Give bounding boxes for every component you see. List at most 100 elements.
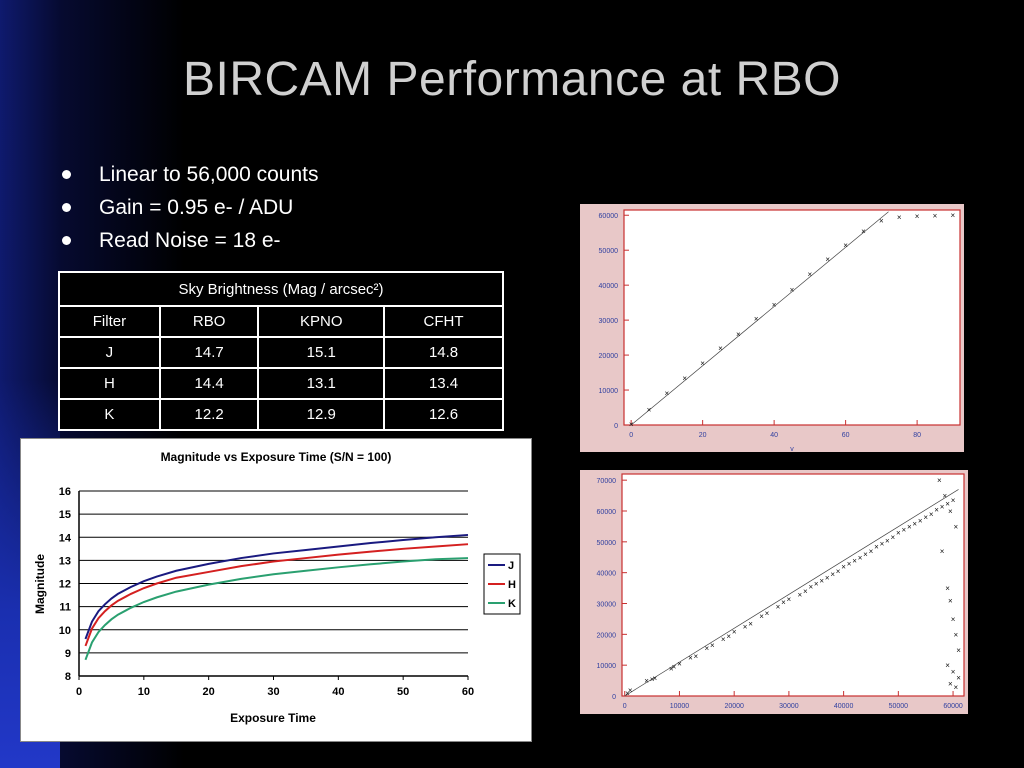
data-point: ×: [665, 389, 670, 398]
table-cell: 14.8: [383, 336, 504, 369]
x-tick-label: 60: [462, 686, 474, 698]
data-point: ×: [852, 556, 857, 565]
bullet-item: Linear to 56,000 counts: [62, 158, 319, 191]
data-point: ×: [704, 644, 709, 653]
table-row: H 14.4 13.1 13.4: [58, 367, 504, 400]
data-point: ×: [861, 227, 866, 236]
column-header: KPNO: [257, 305, 386, 338]
bullet-text: Gain = 0.95 e- / ADU: [99, 195, 294, 219]
bullet-text: Read Noise = 18 e-: [99, 228, 281, 252]
data-point: ×: [847, 559, 852, 568]
data-point: ×: [953, 522, 958, 531]
data-point: ×: [808, 583, 813, 592]
x-tick-label: 40: [770, 432, 778, 439]
data-point: ×: [945, 584, 950, 593]
data-point: ×: [951, 211, 956, 220]
series-line-K: [84, 557, 469, 661]
data-point: ×: [710, 641, 715, 650]
column-header: Filter: [58, 305, 161, 338]
data-point: ×: [940, 547, 945, 556]
series-line-H: [84, 543, 469, 647]
x-tick-label: 20: [699, 432, 707, 439]
data-point: ×: [948, 680, 953, 689]
data-point: ×: [650, 675, 655, 684]
table-cell: 15.1: [257, 336, 386, 369]
bullet-dot-icon: [62, 236, 71, 245]
bullet-item: Read Noise = 18 e-: [62, 224, 319, 257]
data-point: ×: [915, 212, 920, 221]
data-point: ×: [688, 653, 693, 662]
table-cell: 14.7: [158, 336, 260, 369]
data-point: ×: [748, 620, 753, 629]
sky-brightness-table: Sky Brightness (Mag / arcsec²) Filter RB…: [58, 271, 504, 431]
y-tick-label: 14: [59, 532, 72, 544]
y-tick-label: 9: [65, 648, 71, 660]
data-point: ×: [652, 674, 657, 683]
data-point: ×: [918, 516, 923, 525]
y-tick-label: 20000: [599, 353, 619, 360]
table-cell: K: [58, 398, 161, 431]
y-tick-label: 10000: [599, 388, 619, 395]
legend-label: H: [508, 579, 516, 591]
x-axis-mark: v: [790, 446, 794, 452]
data-point: ×: [825, 573, 830, 582]
data-point: ×: [901, 526, 906, 535]
data-point: ×: [830, 570, 835, 579]
data-point: ×: [948, 596, 953, 605]
y-tick-label: 15: [59, 509, 71, 521]
y-tick-label: 10000: [597, 663, 617, 670]
data-point: ×: [943, 492, 948, 501]
y-tick-label: 50000: [599, 248, 619, 255]
data-point: ×: [945, 661, 950, 670]
y-tick-label: 50000: [597, 540, 617, 547]
table-header-row: Filter RBO KPNO CFHT: [58, 305, 504, 338]
y-tick-label: 40000: [597, 571, 617, 578]
fit-line: [630, 211, 889, 426]
table-caption: Sky Brightness (Mag / arcsec²): [58, 271, 504, 307]
y-tick-label: 13: [59, 555, 71, 567]
data-point: ×: [923, 513, 928, 522]
table-cell: H: [58, 367, 161, 400]
data-point: ×: [897, 213, 902, 222]
bullet-text: Linear to 56,000 counts: [99, 162, 319, 186]
column-header: RBO: [158, 305, 260, 338]
table-row: J 14.7 15.1 14.8: [58, 336, 504, 369]
magnitude-chart: Magnitude vs Exposure Time (S/N = 100) 8 9…: [33, 450, 521, 725]
plot-frame: [621, 473, 965, 697]
data-point: ×: [721, 635, 726, 644]
y-tick-label: 60000: [599, 213, 619, 220]
table-cell: 13.4: [383, 367, 504, 400]
y-tick-label: 12: [59, 579, 71, 591]
data-point: ×: [896, 529, 901, 538]
data-point: ×: [885, 536, 890, 545]
x-tick-label: 50000: [889, 703, 909, 710]
x-tick-label: 0: [623, 703, 627, 710]
data-point: ×: [907, 522, 912, 531]
fit-line: [624, 489, 959, 697]
data-point: ×: [732, 627, 737, 636]
y-tick-label: 60000: [597, 509, 617, 516]
data-point: ×: [880, 539, 885, 548]
table-cell: 12.2: [158, 398, 260, 431]
data-point: ×: [677, 660, 682, 669]
data-point: ×: [790, 285, 795, 294]
data-point: ×: [874, 542, 879, 551]
data-point: ×: [772, 300, 777, 309]
data-point: ×: [672, 663, 677, 672]
y-tick-label: 20000: [597, 632, 617, 639]
x-tick-label: 30: [267, 686, 279, 698]
data-point: ×: [628, 686, 633, 695]
x-tick-label: 20000: [724, 703, 744, 710]
data-point: ×: [726, 632, 731, 641]
y-tick-label: 11: [59, 602, 71, 614]
table-row: K 12.2 12.9 12.6: [58, 398, 504, 431]
data-point: ×: [787, 595, 792, 604]
bullet-dot-icon: [62, 170, 71, 179]
data-point: ×: [694, 652, 699, 661]
data-point: ×: [940, 502, 945, 511]
x-tick-label: 30000: [779, 703, 799, 710]
data-point: ×: [951, 615, 956, 624]
y-tick-label: 30000: [597, 602, 617, 609]
y-tick-label: 8: [65, 671, 71, 683]
data-point: ×: [808, 270, 813, 279]
